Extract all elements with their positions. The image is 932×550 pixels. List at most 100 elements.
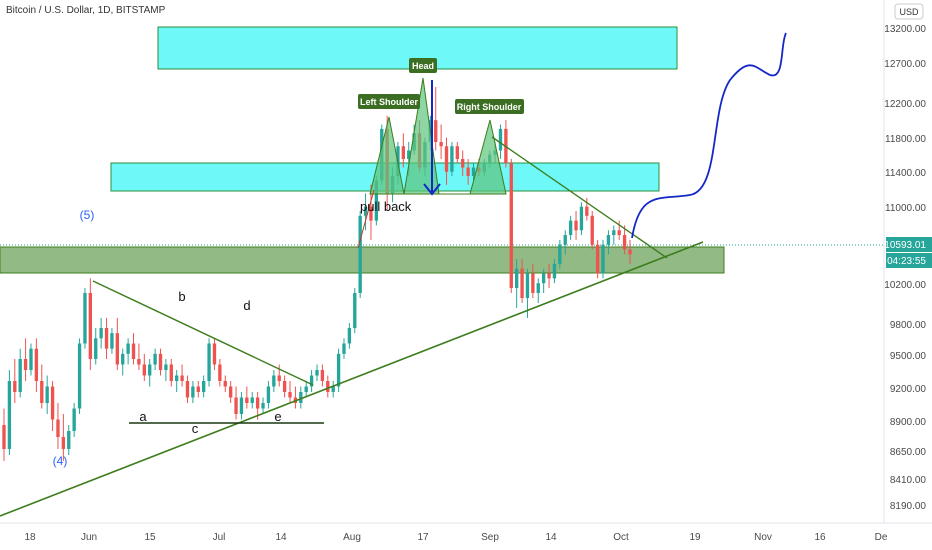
- candle-body[interactable]: [498, 128, 503, 151]
- candle-body[interactable]: [234, 397, 238, 415]
- last-price-badge[interactable]: [886, 237, 932, 252]
- candle-body[interactable]: [347, 328, 352, 344]
- candle-body[interactable]: [401, 146, 406, 159]
- candle-body[interactable]: [94, 338, 98, 359]
- candle-body[interactable]: [509, 163, 513, 288]
- candle-body[interactable]: [461, 159, 465, 168]
- support-zone-green[interactable]: [0, 246, 725, 274]
- wave-e-label[interactable]: e: [274, 409, 281, 424]
- currency-button[interactable]: [894, 3, 924, 20]
- candle-body[interactable]: [363, 206, 368, 216]
- candle-body[interactable]: [439, 142, 443, 147]
- candle-body[interactable]: [83, 293, 87, 344]
- candle-body[interactable]: [617, 230, 621, 236]
- candle-body[interactable]: [40, 381, 44, 403]
- candle-body[interactable]: [61, 437, 66, 449]
- candle-body[interactable]: [369, 206, 373, 221]
- candle-body[interactable]: [185, 381, 190, 398]
- long-term-uptrend-line[interactable]: [0, 241, 704, 517]
- candle-body[interactable]: [99, 328, 103, 339]
- pull-back-label[interactable]: pull back: [360, 199, 412, 214]
- candle-body[interactable]: [547, 273, 551, 279]
- candle-body[interactable]: [45, 386, 49, 404]
- candle-body[interactable]: [126, 343, 130, 354]
- candle-body[interactable]: [34, 348, 39, 381]
- descending-trendline[interactable]: [491, 136, 668, 259]
- wave-c-label[interactable]: c: [192, 421, 199, 436]
- candle-body[interactable]: [110, 333, 114, 349]
- candle-body[interactable]: [175, 375, 179, 382]
- candle-body[interactable]: [228, 386, 233, 398]
- candle-body[interactable]: [137, 359, 141, 365]
- right-shoulder-label-box[interactable]: [455, 99, 524, 114]
- candle-body[interactable]: [299, 392, 303, 403]
- candle-body[interactable]: [407, 150, 411, 160]
- candle-body[interactable]: [552, 263, 557, 279]
- candle-body[interactable]: [606, 235, 611, 245]
- candle-body[interactable]: [622, 235, 627, 250]
- candle-body[interactable]: [212, 343, 217, 365]
- candle-body[interactable]: [358, 215, 362, 293]
- wave-5-label[interactable]: (5): [80, 208, 95, 222]
- candle-body[interactable]: [121, 353, 125, 365]
- candle-body[interactable]: [77, 343, 82, 409]
- candle-body[interactable]: [115, 333, 120, 365]
- candle-body[interactable]: [223, 381, 227, 387]
- wave-b-label[interactable]: b: [178, 289, 185, 304]
- candle-body[interactable]: [595, 244, 600, 274]
- candle-body[interactable]: [541, 273, 546, 284]
- candle-body[interactable]: [250, 397, 254, 404]
- candle-body[interactable]: [444, 146, 449, 172]
- head-and-shoulders-pattern[interactable]: [369, 77, 507, 195]
- price-scale[interactable]: [884, 0, 932, 550]
- candle-body[interactable]: [514, 268, 519, 288]
- candle-body[interactable]: [525, 273, 530, 298]
- candle-body[interactable]: [56, 419, 60, 438]
- candle-body[interactable]: [450, 146, 454, 172]
- candle-body[interactable]: [142, 364, 146, 376]
- candle-body[interactable]: [191, 386, 195, 398]
- candle-body[interactable]: [320, 370, 325, 381]
- candle-body[interactable]: [353, 293, 357, 328]
- candle-body[interactable]: [558, 244, 562, 264]
- candle-body[interactable]: [590, 215, 594, 245]
- candle-body[interactable]: [169, 364, 173, 382]
- candle-body[interactable]: [158, 353, 163, 370]
- countdown-badge[interactable]: [886, 253, 932, 268]
- candle-body[interactable]: [520, 268, 524, 298]
- candle-body[interactable]: [196, 386, 200, 393]
- candle-body[interactable]: [180, 375, 184, 382]
- candle-body[interactable]: [72, 408, 76, 432]
- candle-body[interactable]: [536, 283, 540, 293]
- price-projection-path[interactable]: [631, 32, 787, 239]
- candle-body[interactable]: [2, 425, 6, 449]
- wave-a-label[interactable]: a: [139, 409, 147, 424]
- candle-body[interactable]: [266, 386, 271, 404]
- candle-body[interactable]: [7, 381, 12, 449]
- candle-body[interactable]: [67, 431, 71, 449]
- candle-body[interactable]: [471, 167, 476, 177]
- candle-body[interactable]: [18, 359, 22, 392]
- candle-body[interactable]: [579, 206, 584, 231]
- candle-body[interactable]: [255, 397, 260, 409]
- wave-4-label[interactable]: (4): [53, 454, 68, 468]
- candle-body[interactable]: [277, 375, 281, 382]
- candle-body[interactable]: [239, 397, 244, 415]
- candle-body[interactable]: [164, 364, 168, 371]
- candle-body[interactable]: [336, 353, 341, 387]
- candle-body[interactable]: [455, 146, 459, 159]
- candle-body[interactable]: [288, 392, 292, 398]
- candle-body[interactable]: [601, 244, 605, 274]
- wave-d-label[interactable]: d: [243, 298, 250, 313]
- candle-body[interactable]: [261, 403, 265, 409]
- candle-body[interactable]: [131, 343, 136, 360]
- candle-body[interactable]: [272, 375, 276, 387]
- head-label-box[interactable]: [409, 58, 437, 73]
- candle-body[interactable]: [374, 180, 379, 221]
- candle-body[interactable]: [434, 120, 438, 142]
- candle-body[interactable]: [23, 359, 28, 370]
- candle-body[interactable]: [563, 235, 567, 245]
- candle-body[interactable]: [148, 364, 152, 376]
- candle-body[interactable]: [568, 220, 573, 236]
